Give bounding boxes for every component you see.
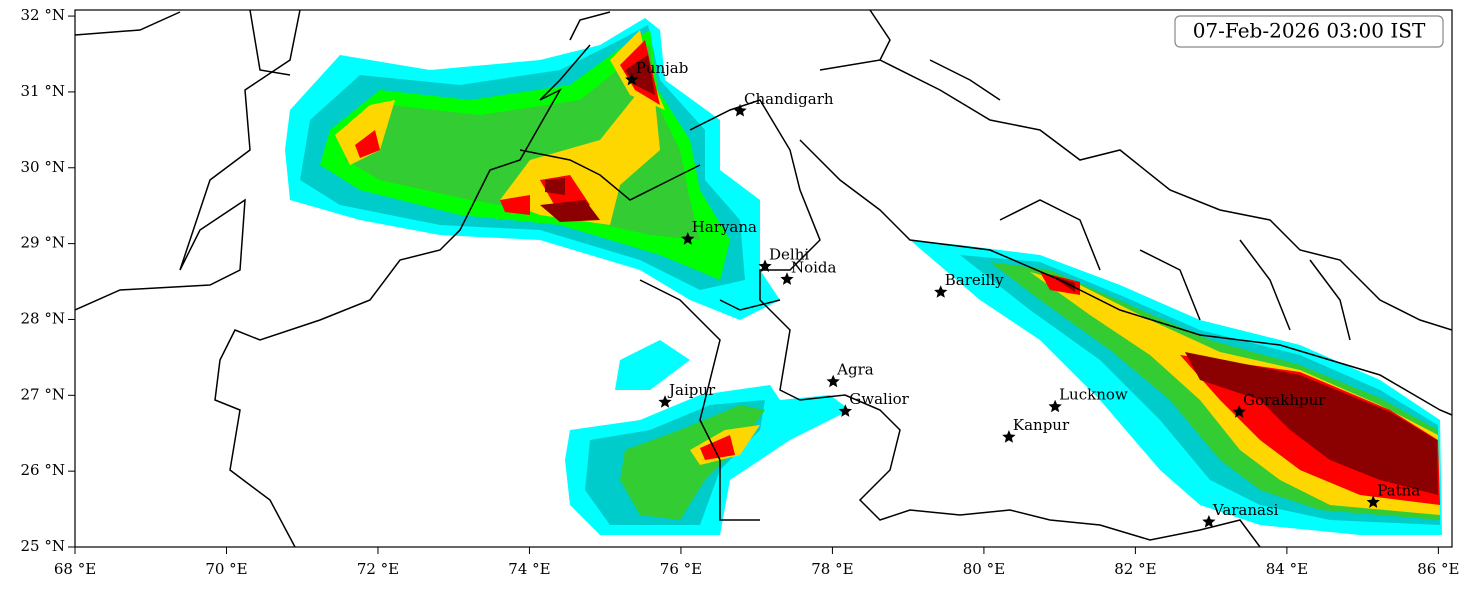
y-tick-label: 29 °N [21,234,65,252]
y-tick-label: 25 °N [21,537,65,555]
x-tick-label: 86 °E [1417,560,1459,578]
city-label: Gwalior [849,390,909,408]
city-marker [733,103,747,117]
x-tick-label: 76 °E [660,560,702,578]
plot-frame [74,9,1453,548]
y-tick-label: 28 °N [21,309,65,327]
x-tick-label: 72 °E [357,560,399,578]
x-tick-label: 74 °E [508,560,550,578]
y-tick-label: 31 °N [21,82,65,100]
city-label: Varanasi [1212,501,1279,519]
y-tick-label: 26 °N [21,461,65,479]
city-label: Agra [836,361,874,379]
city-label: Jaipur [667,381,716,399]
city-label: Delhi [769,245,809,263]
city-label: Kanpur [1013,416,1070,434]
x-tick-label: 82 °E [1114,560,1156,578]
title: 07-Feb-2026 03:00 IST [1193,19,1426,43]
city-marker [826,374,840,388]
x-tick-label: 84 °E [1266,560,1308,578]
city-marker [625,72,639,86]
y-tick-label: 27 °N [21,385,65,403]
city-marker [758,259,772,272]
x-tick-label: 68 °E [54,560,96,578]
city-marker [1048,399,1062,413]
x-tick-label: 80 °E [963,560,1005,578]
city-marker [1366,495,1380,508]
city-label: Bareilly [945,271,1004,289]
borders [75,10,1452,547]
city-label: Noida [791,258,837,276]
title-box [1174,15,1444,48]
precipitation-field [285,18,1442,535]
y-tick-label: 32 °N [21,6,65,24]
city-label: Lucknow [1059,386,1128,404]
city-marker [681,232,695,245]
city-marker [780,272,794,285]
city-marker [1002,430,1016,443]
x-tick-label: 78 °E [811,560,853,578]
city-marker [934,285,948,298]
y-tick-label: 30 °N [21,158,65,176]
x-tick-label: 70 °E [205,560,247,578]
city-label: Punjab [636,59,689,77]
city-marker [1202,515,1216,528]
city-label: Haryana [692,218,757,236]
city-label: Gorakhpur [1243,391,1326,409]
city-label: Patna [1377,481,1420,499]
city-marker [838,404,852,417]
city-marker [658,395,672,408]
city-marker [1232,405,1246,418]
city-label: Chandigarh [744,90,834,108]
